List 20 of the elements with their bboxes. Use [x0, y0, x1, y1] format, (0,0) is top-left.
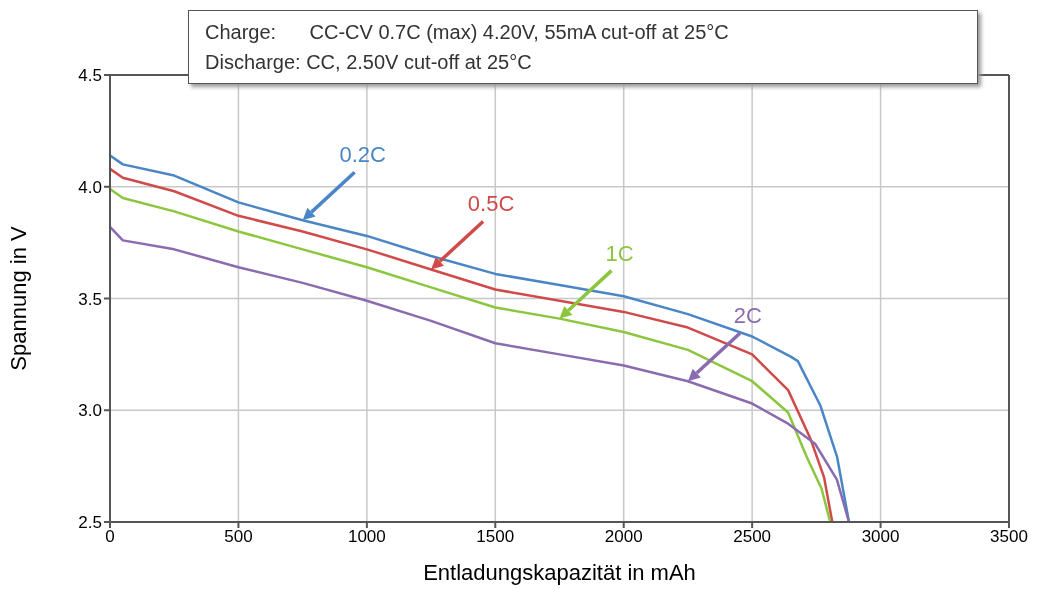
- y-tick-label: 4.0: [78, 177, 102, 197]
- y-tick-label: 3.5: [78, 289, 102, 309]
- x-tick-label: 2500: [733, 527, 772, 547]
- text: 1C: [605, 240, 634, 266]
- text: 0.2C: [339, 142, 386, 168]
- x-tick-label: 2000: [604, 527, 643, 547]
- x-tick-label: 3000: [861, 527, 900, 547]
- x-tick-label: 3500: [990, 527, 1028, 547]
- x-axis-title: Entladungskapazität in mAh: [423, 560, 696, 585]
- x-tick-label: 1500: [476, 527, 515, 547]
- x-tick-label: 1000: [347, 527, 386, 547]
- y-tick-label: 2.5: [78, 513, 102, 533]
- x-tick-label: 0: [105, 527, 115, 547]
- text-box: Charge: CC-CV 0.7C (max) 4.20V, 55mA cut-off at 25°C Discharge: CC, 2.50V cut-off at 25°C: [188, 10, 978, 84]
- text: 0.5C: [467, 191, 515, 217]
- x-tick-label: 500: [224, 527, 253, 547]
- text: 2C: [733, 303, 763, 329]
- y-axis-title: Spannung in V: [5, 226, 31, 371]
- y-tick-label: 3.0: [78, 401, 102, 421]
- y-tick-label: 4.5: [78, 66, 102, 86]
